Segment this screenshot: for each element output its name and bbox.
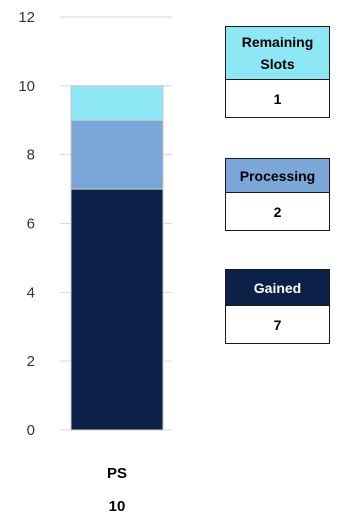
legend-remaining-slots-label: Remaining Slots <box>226 27 329 80</box>
legend-remaining-slots: Remaining Slots 1 <box>225 26 330 118</box>
legend-processing-value: 2 <box>226 193 329 230</box>
legend-gained: Gained 7 <box>225 269 330 344</box>
legend-gained-value: 7 <box>226 306 329 343</box>
y-tick-label-6: 6 <box>27 216 35 233</box>
legend-processing: Processing 2 <box>225 158 330 231</box>
x-category-label: PS <box>107 465 127 482</box>
y-tick-label-12: 12 <box>18 9 35 26</box>
bar-segment-gained <box>70 188 164 431</box>
legend-processing-label: Processing <box>226 159 329 193</box>
x-category-total-label: 10 <box>109 498 126 515</box>
y-tick-label-4: 4 <box>27 284 35 301</box>
y-tick-label-0: 0 <box>27 422 35 439</box>
y-tick-label-8: 8 <box>27 147 35 164</box>
y-tick-label-2: 2 <box>27 353 35 370</box>
bar-segment-remaining-slots <box>70 85 164 121</box>
bar-segment-processing <box>70 119 164 190</box>
legend-remaining-slots-value: 1 <box>226 80 329 117</box>
legend-gained-label: Gained <box>226 270 329 306</box>
y-tick-label-10: 10 <box>18 78 35 95</box>
